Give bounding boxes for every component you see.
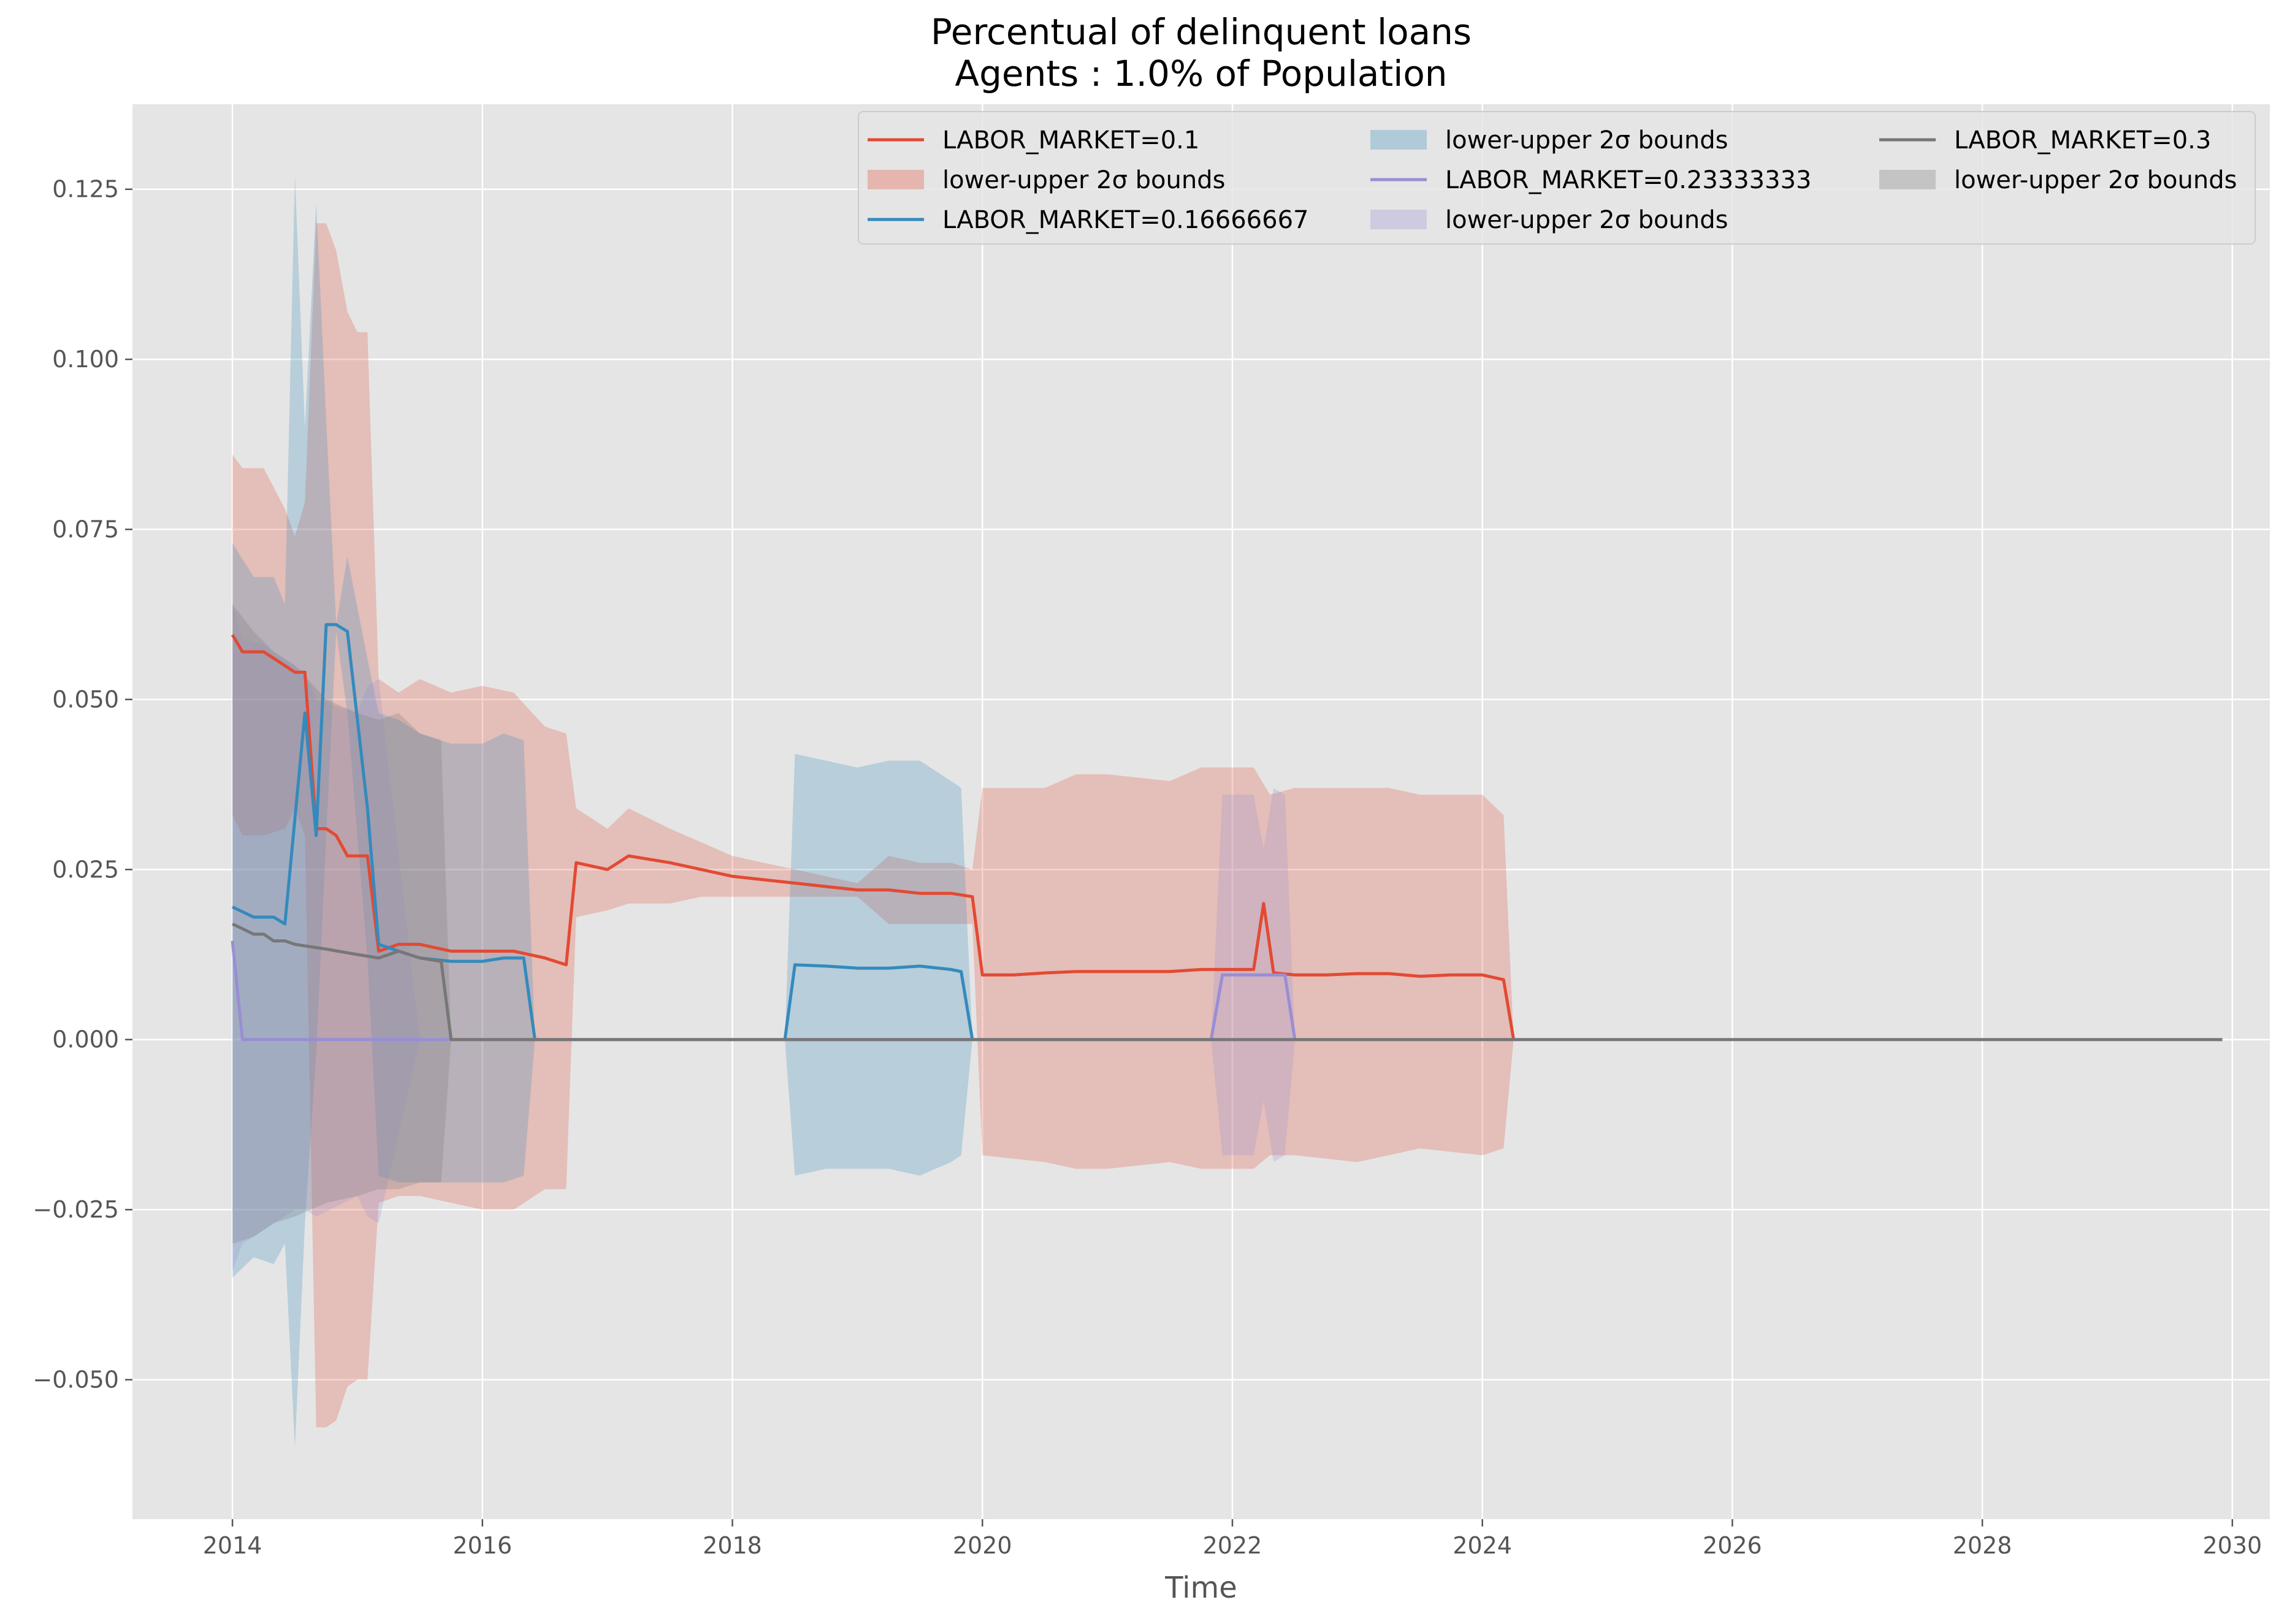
- legend-label: lower-upper 2σ bounds: [1445, 206, 1728, 234]
- y-tick-label: 0.075: [52, 516, 119, 543]
- band-series-3: [232, 604, 451, 1244]
- y-tick-label: 0.025: [52, 856, 119, 883]
- x-tick-label: 2028: [1953, 1532, 2012, 1559]
- y-tick-label: −0.050: [32, 1367, 119, 1393]
- legend-label: LABOR_MARKET=0.1: [942, 126, 1199, 154]
- x-tick-label: 2024: [1453, 1532, 1512, 1559]
- legend-band-swatch: [1370, 130, 1427, 150]
- legend-label: lower-upper 2σ bounds: [1954, 166, 2237, 194]
- y-axis-ticks: −0.050 −0.025 0.000 0.025 0.050 0.075 0.100 0.1…: [32, 176, 132, 1393]
- plot-area: [132, 104, 2270, 1519]
- y-tick-label: 0.125: [52, 176, 119, 203]
- line-series-3: [232, 922, 2223, 1042]
- x-tick-label: 2014: [203, 1532, 262, 1559]
- line-series-0: [231, 634, 1516, 1040]
- x-tick-label: 2018: [703, 1532, 762, 1559]
- chart-title-line-1: Percentual of delinquent loans: [931, 11, 1472, 53]
- x-axis-label: Time: [1164, 1571, 1237, 1605]
- y-tick-label: 0.100: [52, 346, 119, 373]
- legend-label: LABOR_MARKET=0.16666667: [942, 206, 1308, 234]
- legend-label: lower-upper 2σ bounds: [1445, 126, 1728, 154]
- x-tick-label: 2022: [1203, 1532, 1262, 1559]
- y-tick-label: 0.000: [52, 1026, 119, 1053]
- band-series-1: [785, 753, 972, 1176]
- legend-label: LABOR_MARKET=0.3: [1954, 126, 2211, 154]
- legend-label: LABOR_MARKET=0.23333333: [1445, 166, 1811, 194]
- band-series-1: [232, 175, 535, 1448]
- x-axis-ticks: 2014 2016 2018 2020 2022 2024 2026 2028 2030: [203, 1519, 2262, 1559]
- chart-title-line-2: Agents : 1.0% of Population: [955, 53, 1447, 94]
- legend-entries: LABOR_MARKET=0.1 lower-upper 2σ bounds LAB…: [868, 126, 2237, 234]
- y-tick-label: −0.025: [32, 1196, 119, 1223]
- band-series-2: [232, 604, 1295, 1271]
- x-tick-label: 2026: [1703, 1532, 1762, 1559]
- line-series-1: [232, 623, 536, 1040]
- x-tick-label: 2020: [953, 1532, 1012, 1559]
- confidence-bands: [232, 175, 1514, 1448]
- x-tick-label: 2016: [452, 1532, 512, 1559]
- legend-band-swatch: [868, 170, 924, 189]
- x-tick-label: 2030: [2202, 1532, 2262, 1559]
- legend-box: [858, 111, 2256, 245]
- legend-band-swatch: [1370, 210, 1427, 229]
- line-series-1: [783, 963, 974, 1040]
- legend-label: lower-upper 2σ bounds: [942, 166, 1225, 194]
- y-tick-label: 0.050: [52, 686, 119, 713]
- series-lines: [231, 623, 2223, 1042]
- line-series-2: [231, 940, 1297, 1042]
- legend-band-swatch: [1879, 170, 1936, 189]
- band-series-0: [232, 223, 1514, 1428]
- legend: LABOR_MARKET=0.1 lower-upper 2σ bounds LAB…: [858, 111, 2256, 245]
